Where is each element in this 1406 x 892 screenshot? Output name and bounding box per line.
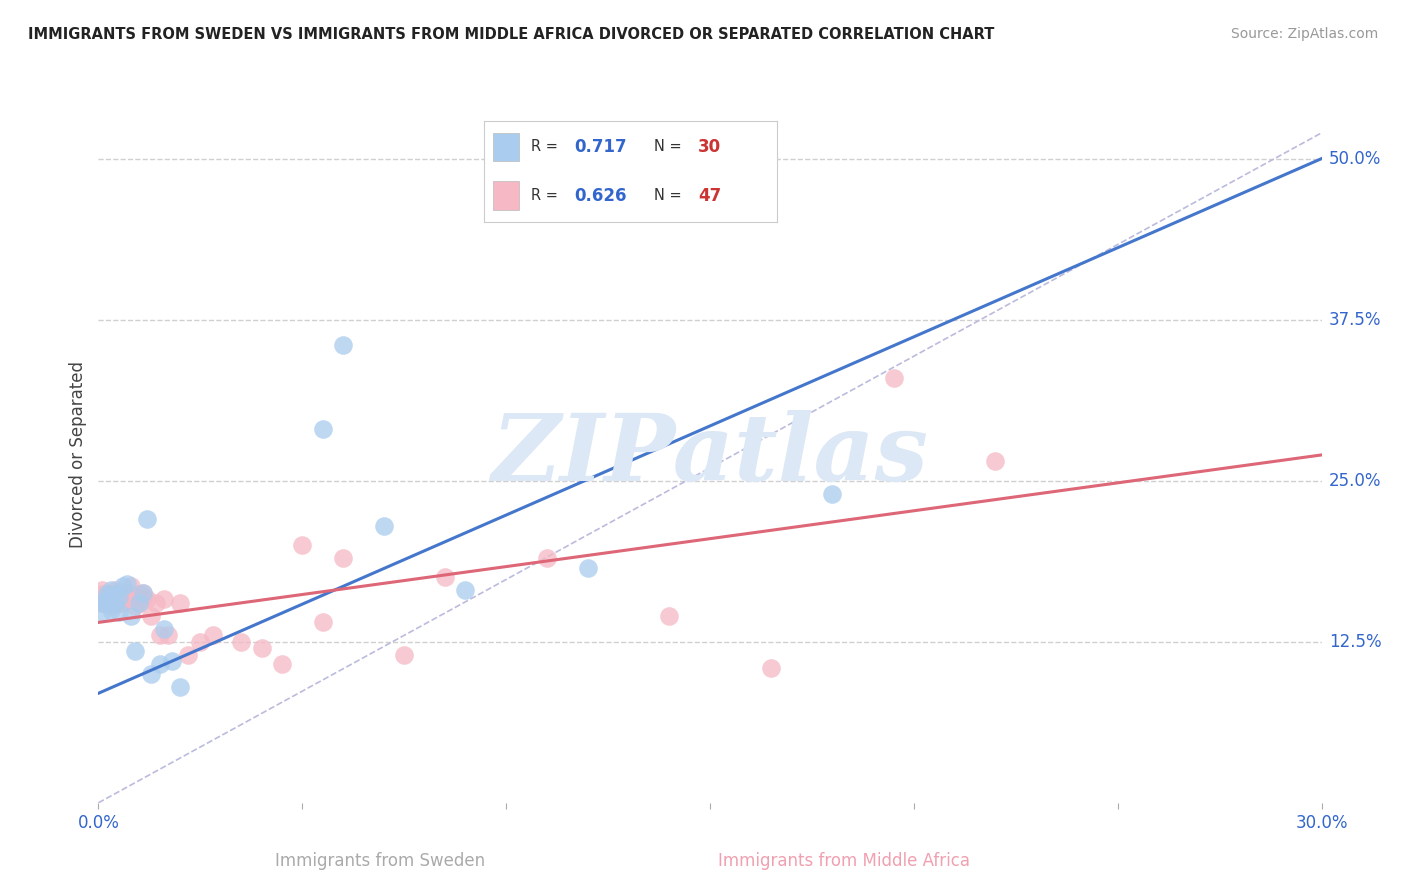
Point <box>149 657 172 671</box>
Point <box>332 338 354 352</box>
Point <box>91 596 114 610</box>
Point <box>156 628 179 642</box>
Point <box>373 518 395 533</box>
Point <box>115 576 138 591</box>
Point <box>120 609 142 624</box>
Point <box>115 592 138 607</box>
Point <box>761 660 783 674</box>
Point <box>141 667 163 681</box>
Point <box>291 538 314 552</box>
Text: 37.5%: 37.5% <box>1329 310 1381 328</box>
Point <box>91 583 114 598</box>
Point <box>250 641 273 656</box>
Point <box>104 583 127 598</box>
Point <box>128 596 150 610</box>
Point <box>132 590 155 604</box>
Point <box>177 648 200 662</box>
Point <box>120 579 142 593</box>
Point <box>124 644 146 658</box>
Point <box>108 590 131 604</box>
Point <box>108 590 131 604</box>
Point <box>145 596 167 610</box>
Text: Source: ZipAtlas.com: Source: ZipAtlas.com <box>1230 27 1378 41</box>
Point <box>96 590 118 604</box>
Point <box>104 587 127 601</box>
Point <box>132 586 155 600</box>
Point <box>124 599 146 613</box>
Point <box>120 592 142 607</box>
Point <box>312 615 335 630</box>
Text: Immigrants from Middle Africa: Immigrants from Middle Africa <box>717 852 970 870</box>
Point <box>152 592 174 607</box>
Point <box>100 583 122 598</box>
Point <box>883 370 905 384</box>
Text: Immigrants from Sweden: Immigrants from Sweden <box>274 852 485 870</box>
Point <box>91 587 114 601</box>
Point <box>188 634 212 648</box>
Text: 12.5%: 12.5% <box>1329 632 1381 651</box>
Point <box>100 602 122 616</box>
Point <box>104 596 127 610</box>
Y-axis label: Divorced or Separated: Divorced or Separated <box>69 361 87 549</box>
Point <box>270 657 294 671</box>
Point <box>104 596 127 610</box>
Text: 25.0%: 25.0% <box>1329 472 1381 490</box>
Point <box>821 486 844 500</box>
Point <box>100 592 122 607</box>
Point <box>96 587 118 601</box>
Point <box>169 680 191 694</box>
Text: 50.0%: 50.0% <box>1329 150 1381 168</box>
Point <box>454 583 477 598</box>
Point <box>392 648 416 662</box>
Point <box>96 592 118 607</box>
Point <box>111 596 134 610</box>
Point <box>132 586 155 600</box>
Point <box>128 587 150 601</box>
Point <box>332 551 354 566</box>
Point <box>136 592 159 607</box>
Point <box>91 605 114 619</box>
Point <box>111 590 134 604</box>
Point <box>115 586 138 600</box>
Point <box>108 596 131 610</box>
Point <box>141 609 163 624</box>
Point <box>136 512 159 526</box>
Point <box>201 628 224 642</box>
Point <box>96 596 118 610</box>
Point <box>91 596 114 610</box>
Point <box>312 422 335 436</box>
Point <box>96 596 118 610</box>
Point <box>576 561 599 575</box>
Point <box>100 592 122 607</box>
Point <box>124 590 146 604</box>
Text: IMMIGRANTS FROM SWEDEN VS IMMIGRANTS FROM MIDDLE AFRICA DIVORCED OR SEPARATED CO: IMMIGRANTS FROM SWEDEN VS IMMIGRANTS FRO… <box>28 27 994 42</box>
Point <box>111 579 134 593</box>
Point <box>100 599 122 613</box>
Point <box>152 622 174 636</box>
Point <box>434 570 457 584</box>
Point <box>169 596 191 610</box>
Point <box>984 454 1007 468</box>
Point <box>231 634 253 648</box>
Point <box>160 654 183 668</box>
Point <box>108 605 131 619</box>
Point <box>128 596 150 610</box>
Text: ZIPatlas: ZIPatlas <box>492 410 928 500</box>
Point <box>149 628 172 642</box>
Point <box>536 551 558 566</box>
Point <box>100 587 122 601</box>
Point <box>658 609 681 624</box>
